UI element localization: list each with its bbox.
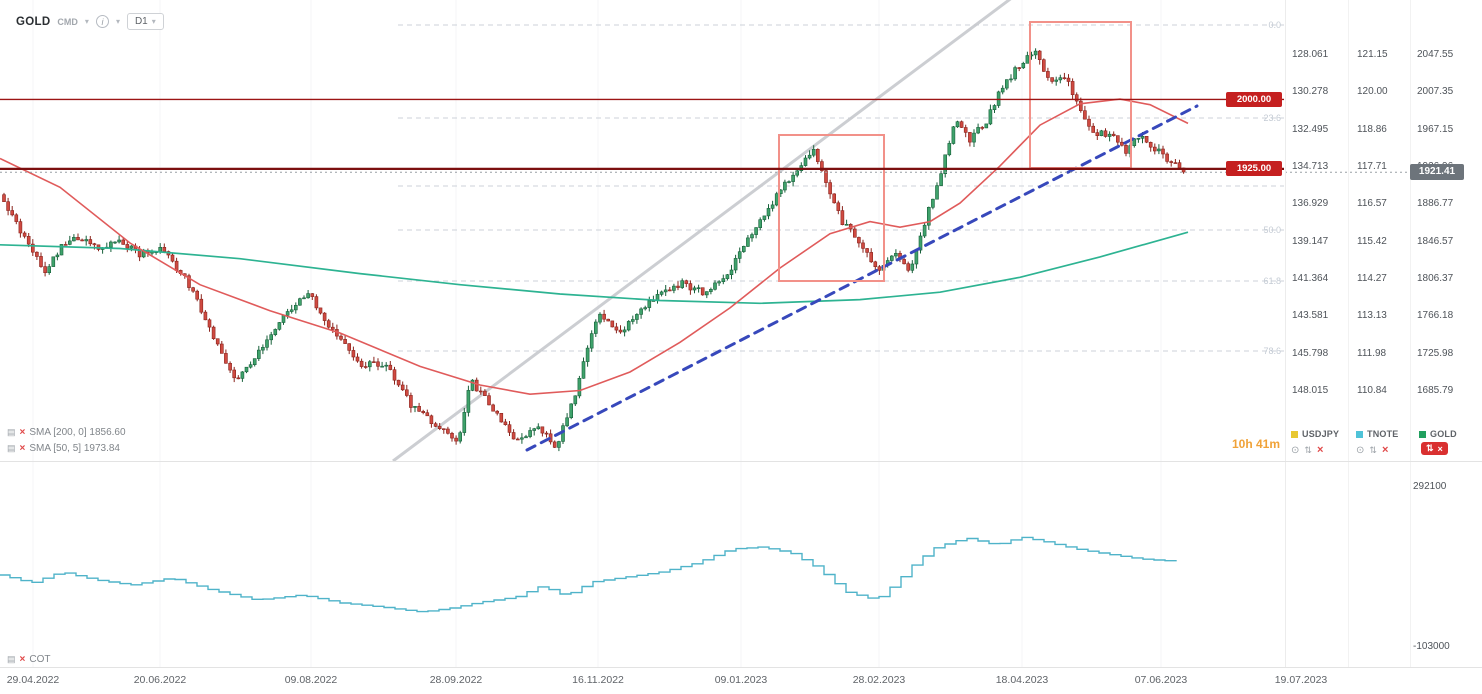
gold-axis-label: 1766.18 (1417, 310, 1454, 321)
indicator-label: COT (29, 654, 51, 665)
tnote-color-swatch (1356, 430, 1363, 438)
price-level-tag-1925[interactable]: 1925.00 (1226, 161, 1282, 176)
date-axis-label: 28.02.2023 (852, 674, 906, 686)
overlay-name: GOLD (1430, 429, 1457, 439)
gold-axis-label: 2007.35 (1417, 86, 1454, 97)
fib-level-label: 0.0 (1268, 20, 1281, 30)
indicator-legend-sma200: ▤ × SMA [200, 0] 1856.60 (7, 427, 126, 438)
gold-color-swatch (1419, 430, 1426, 438)
fib-level-label: 50.0 (1263, 225, 1281, 235)
instrument-toolbar: GOLD CMD ▾ i ▾ D1 ▾ (16, 13, 164, 30)
indicator-legend-sma50: ▤ × SMA [50, 5] 1973.84 (7, 443, 120, 454)
tnote-axis-label: 121.15 (1357, 49, 1388, 60)
close-icon[interactable]: × (19, 443, 26, 454)
fib-level-label: 61.8 (1263, 276, 1281, 286)
arrows-icon[interactable]: ⇅ (1426, 443, 1434, 453)
overlay-name: USDJPY (1302, 429, 1340, 439)
usdjpy-axis-label: 130.278 (1292, 86, 1329, 97)
tnote-axis-label: 120.00 (1357, 86, 1388, 97)
close-icon[interactable]: × (1437, 443, 1443, 454)
tnote-axis-label: 110.84 (1357, 385, 1387, 396)
date-axis-label: 19.07.2023 (1274, 674, 1328, 686)
tnote-axis-label: 111.98 (1357, 348, 1387, 359)
date-axis-label: 29.04.2022 (6, 674, 60, 686)
price-level-tag-2000[interactable]: 2000.00 (1226, 92, 1282, 107)
usdjpy-color-swatch (1291, 430, 1298, 438)
tnote-axis-label: 114.27 (1357, 273, 1387, 284)
overlay-controls-usdjpy: ⊙ ⇅ × (1291, 444, 1323, 456)
arrows-icon[interactable]: ⇅ (1369, 444, 1377, 455)
fib-level-label: 78.6 (1263, 346, 1281, 356)
date-axis-label: 28.09.2022 (429, 674, 483, 686)
fib-level-label: 23.6 (1263, 113, 1281, 123)
chevron-down-icon[interactable]: ▾ (115, 17, 120, 26)
timeframe-label: D1 (134, 16, 148, 27)
gold-axis-label: 1886.77 (1417, 198, 1454, 209)
gold-axis-label: 1846.57 (1417, 236, 1454, 247)
timeframe-button[interactable]: D1 ▾ (126, 13, 164, 30)
usdjpy-axis-label: 143.581 (1292, 310, 1329, 321)
cot-axis-label: 292100 (1413, 481, 1447, 492)
gold-axis-label: 1967.15 (1417, 124, 1454, 135)
date-axis-label: 07.06.2023 (1134, 674, 1188, 686)
eye-icon[interactable]: ⊙ (1291, 444, 1300, 456)
date-axis-label: 16.11.2022 (572, 674, 624, 686)
info-icon[interactable]: i (95, 15, 109, 28)
chevron-down-icon: ▾ (151, 17, 156, 26)
indicator-legend-cot: ▤ × COT (7, 654, 50, 665)
gold-axis-label: 1725.98 (1417, 348, 1454, 359)
arrows-icon[interactable]: ⇅ (1304, 444, 1312, 455)
instrument-market: CMD (57, 16, 78, 27)
close-icon[interactable]: × (1316, 444, 1324, 456)
chart-icon[interactable]: ▤ (7, 427, 16, 437)
close-icon[interactable]: × (19, 427, 26, 438)
chart-icon[interactable]: ▤ (7, 654, 16, 664)
tnote-axis-label: 115.42 (1357, 236, 1387, 247)
candle-countdown-timer: 10h 41m (1231, 437, 1280, 451)
gold-axis-label: 1685.79 (1417, 385, 1454, 396)
tnote-axis-label: 116.57 (1357, 198, 1387, 209)
indicator-label: SMA [200, 0] 1856.60 (29, 427, 126, 438)
chevron-down-icon[interactable]: ▾ (84, 17, 89, 26)
tnote-axis-label: 113.13 (1357, 310, 1387, 321)
date-axis-label: 09.01.2023 (714, 674, 768, 686)
usdjpy-axis-label: 148.015 (1292, 385, 1329, 396)
overlay-badge-tnote[interactable]: TNOTE (1356, 429, 1399, 439)
tnote-axis-label: 118.86 (1357, 124, 1387, 135)
date-axis-label: 18.04.2023 (995, 674, 1049, 686)
current-price-tag: 1921.41 (1410, 164, 1464, 180)
usdjpy-axis-label: 134.713 (1292, 161, 1329, 172)
usdjpy-axis-label: 145.798 (1292, 348, 1329, 359)
date-axis-label: 09.08.2022 (284, 674, 338, 686)
overlay-controls-tnote: ⊙ ⇅ × (1356, 444, 1388, 456)
close-icon[interactable]: × (1381, 444, 1389, 456)
overlay-name: TNOTE (1367, 429, 1399, 439)
overlay-controls-gold[interactable]: ⇅ × (1421, 442, 1448, 455)
usdjpy-axis-label: 128.061 (1292, 49, 1329, 60)
date-axis-label: 20.06.2022 (133, 674, 187, 686)
gold-axis-label: 2047.55 (1417, 49, 1454, 60)
cot-axis-label: -103000 (1413, 641, 1450, 652)
eye-icon[interactable]: ⊙ (1356, 444, 1365, 456)
usdjpy-axis-label: 139.147 (1292, 236, 1329, 247)
usdjpy-axis-label: 141.364 (1292, 273, 1329, 284)
chart-icon[interactable]: ▤ (7, 443, 16, 453)
usdjpy-axis-label: 132.495 (1292, 124, 1329, 135)
instrument-symbol: GOLD (16, 15, 51, 28)
indicator-label: SMA [50, 5] 1973.84 (29, 443, 120, 454)
overlay-badge-usdjpy[interactable]: USDJPY (1291, 429, 1339, 439)
tnote-axis-label: 117.71 (1357, 161, 1387, 172)
close-icon[interactable]: × (19, 654, 26, 665)
overlay-badge-gold[interactable]: GOLD (1419, 429, 1457, 439)
gold-axis-label: 1806.37 (1417, 273, 1454, 284)
usdjpy-axis-label: 136.929 (1292, 198, 1329, 209)
